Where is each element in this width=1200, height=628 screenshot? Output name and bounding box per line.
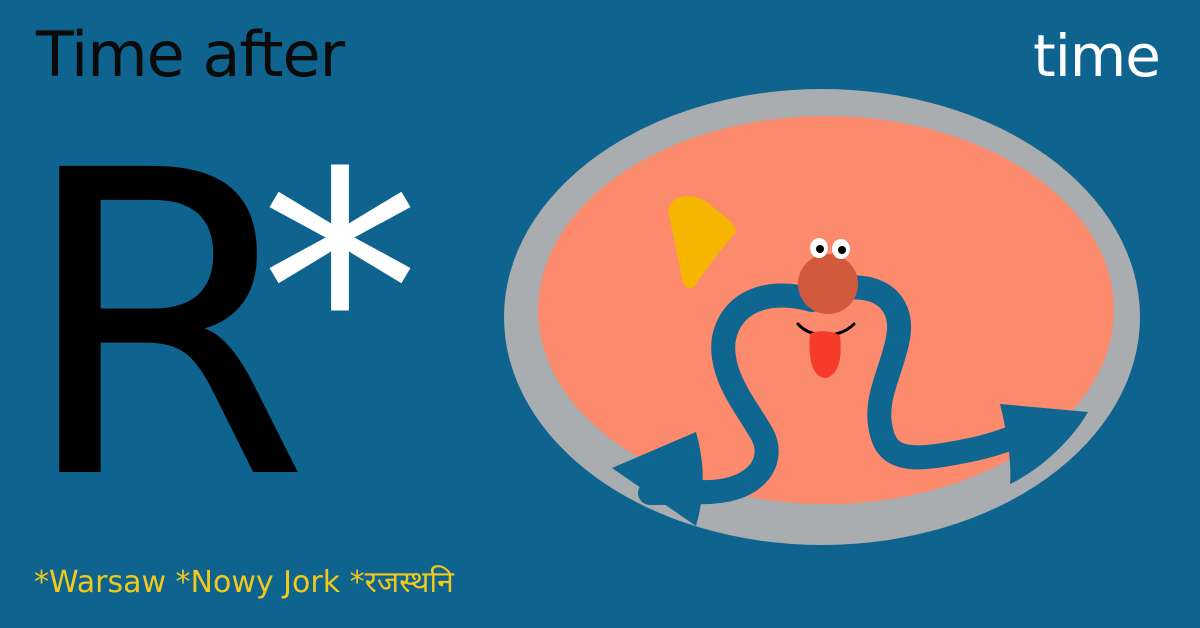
logo-letter-r: R <box>18 83 310 572</box>
headline-time: time <box>1032 22 1161 90</box>
squiggle-right <box>834 275 1052 470</box>
pupil-left <box>816 245 824 253</box>
pupil-right <box>838 246 846 254</box>
logo-asterisk: * <box>260 106 420 478</box>
city-list: *Warsaw *Nowy Jork *रजस्थनि <box>34 565 454 600</box>
sun-splash <box>668 195 736 289</box>
squiggle-left <box>638 283 824 505</box>
headline-time-after: Time after <box>36 18 345 91</box>
arrowhead-right <box>1000 404 1088 484</box>
nose <box>798 254 858 314</box>
arrowhead-left <box>612 432 703 526</box>
tongue <box>809 331 841 378</box>
illustration-face-oval <box>504 89 1140 545</box>
